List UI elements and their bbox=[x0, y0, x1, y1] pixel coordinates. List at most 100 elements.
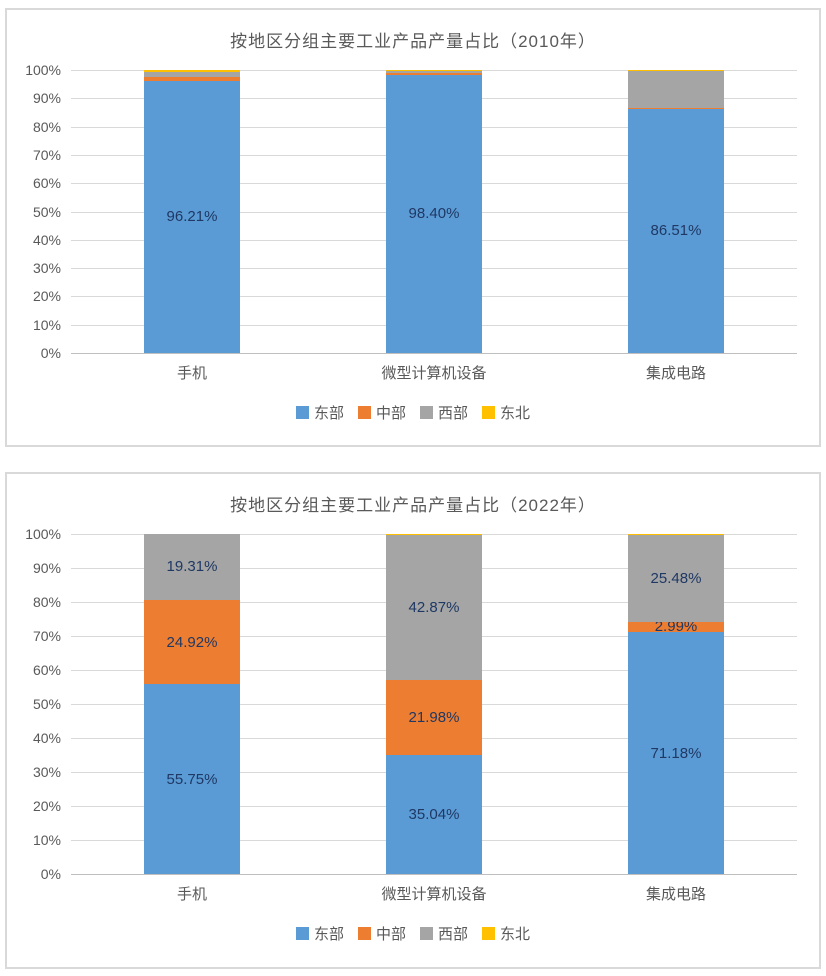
legend-label: 东部 bbox=[313, 405, 344, 422]
gridline bbox=[71, 874, 797, 875]
bar-segment-东部: 98.40% bbox=[385, 74, 483, 353]
data-label: 55.75% bbox=[166, 770, 218, 788]
category-label: 集成电路 bbox=[645, 886, 706, 903]
stacked-bar-2: 35.04% 21.98% 42.87% bbox=[385, 534, 483, 874]
data-label: 35.04% bbox=[408, 805, 460, 823]
y-tick-label: 70% bbox=[32, 628, 61, 644]
legend-swatch-icon bbox=[482, 406, 496, 419]
y-tick-label: 60% bbox=[32, 662, 61, 678]
chart-legend: 东部 中部 西部 东北 bbox=[7, 923, 819, 944]
bar-segment-东部: 96.21% bbox=[143, 80, 241, 353]
chart-panel-2022: 按地区分组主要工业产品产量占比（2022年） 0% 10% 20% 30% 40% 50%… bbox=[5, 472, 821, 969]
stacked-bar-3: 86.51% bbox=[627, 70, 725, 353]
legend-item-中部: 中部 bbox=[357, 402, 406, 423]
data-label: 96.21% bbox=[166, 208, 218, 226]
y-tick-label: 40% bbox=[32, 730, 61, 746]
x-axis-labels: 手机 微型计算机设备 集成电路 bbox=[71, 362, 797, 383]
chart-legend: 东部 中部 西部 东北 bbox=[7, 402, 819, 423]
legend-item-西部: 西部 bbox=[420, 923, 468, 944]
data-label: 42.87% bbox=[408, 598, 460, 616]
data-label: 86.51% bbox=[650, 222, 702, 240]
x-axis-labels: 手机 微型计算机设备 集成电路 bbox=[71, 883, 797, 904]
plot-area: 96.21% 98.40% 86.51% bbox=[71, 70, 797, 354]
data-label: 25.48% bbox=[650, 570, 702, 588]
bar-segment-西部: 42.87% bbox=[385, 534, 483, 681]
y-axis: 0% 10% 20% 30% 40% 50% 60% 70% 80% 90% 100% bbox=[23, 62, 71, 361]
legend-item-东北: 东北 bbox=[482, 923, 530, 944]
stacked-bar-3: 71.18% 2.99% 25.48% bbox=[627, 534, 725, 874]
legend-label: 东北 bbox=[500, 405, 531, 422]
stacked-bar-2: 98.40% bbox=[385, 70, 483, 353]
bar-segment-西部: 25.48% bbox=[627, 535, 725, 622]
y-tick-label: 40% bbox=[32, 231, 61, 248]
bar-segment-西部 bbox=[385, 71, 483, 74]
y-tick-label: 20% bbox=[32, 288, 61, 305]
category-label: 微型计算机设备 bbox=[381, 365, 487, 382]
legend-label: 东部 bbox=[313, 926, 344, 943]
bar-slot: 86.51% bbox=[555, 70, 797, 353]
bar-segment-中部 bbox=[143, 76, 241, 81]
stacked-bar-1: 55.75% 24.92% 19.31% bbox=[143, 534, 241, 874]
chart-area: 0% 10% 20% 30% 40% 50% 60% 70% 80% 90% 100% 55.75%… bbox=[23, 526, 797, 882]
y-tick-label: 100% bbox=[25, 526, 61, 542]
legend-label: 西部 bbox=[438, 405, 469, 422]
bar-segment-中部: 21.98% bbox=[385, 680, 483, 755]
bar-segment-中部: 24.92% bbox=[143, 599, 241, 685]
plot-area: 55.75% 24.92% 19.31% 35.04% 21.98% 42.87% 71.1… bbox=[71, 534, 797, 875]
category-label: 手机 bbox=[176, 365, 207, 382]
bar-slots: 96.21% 98.40% 86.51% bbox=[71, 70, 797, 353]
bar-segment-东北 bbox=[385, 70, 483, 72]
legend-item-西部: 西部 bbox=[420, 402, 468, 423]
legend-label: 西部 bbox=[438, 926, 469, 943]
legend-swatch-icon bbox=[482, 927, 496, 940]
bar-slot: 98.40% bbox=[313, 70, 555, 353]
bar-segment-西部 bbox=[627, 71, 725, 108]
y-tick-label: 10% bbox=[32, 316, 61, 333]
bar-slot: 71.18% 2.99% 25.48% bbox=[555, 534, 797, 874]
legend-item-中部: 中部 bbox=[357, 923, 406, 944]
data-label: 24.92% bbox=[166, 633, 218, 651]
legend-label: 中部 bbox=[375, 926, 406, 943]
bar-segment-中部: 2.99% bbox=[627, 618, 725, 636]
category-label: 微型计算机设备 bbox=[381, 886, 487, 903]
stacked-bar-1: 96.21% bbox=[143, 70, 241, 353]
y-tick-label: 50% bbox=[32, 203, 61, 220]
y-tick-label: 10% bbox=[32, 832, 61, 848]
legend-item-东部: 东部 bbox=[295, 923, 344, 944]
legend-item-东北: 东北 bbox=[482, 402, 530, 423]
legend-item-东部: 东部 bbox=[295, 402, 344, 423]
y-tick-label: 0% bbox=[40, 345, 61, 361]
bar-segment-东北 bbox=[627, 534, 725, 536]
legend-swatch-icon bbox=[357, 927, 371, 940]
y-tick-label: 90% bbox=[32, 560, 61, 576]
y-tick-label: 0% bbox=[40, 866, 61, 882]
bar-segment-东部: 55.75% bbox=[143, 684, 241, 874]
data-label: 2.99% bbox=[654, 618, 698, 636]
gridline bbox=[71, 353, 797, 354]
bar-slot: 55.75% 24.92% 19.31% bbox=[71, 534, 313, 874]
bar-segment-东北 bbox=[143, 70, 241, 72]
y-tick-label: 80% bbox=[32, 118, 61, 135]
bar-segment-东北 bbox=[627, 70, 725, 72]
bar-segment-中部 bbox=[385, 73, 483, 75]
y-tick-label: 90% bbox=[32, 90, 61, 107]
data-label: 98.40% bbox=[408, 205, 460, 223]
y-axis: 0% 10% 20% 30% 40% 50% 60% 70% 80% 90% 100% bbox=[23, 526, 71, 882]
y-tick-label: 50% bbox=[32, 696, 61, 712]
chart-panel-2010: 按地区分组主要工业产品产量占比（2010年） 0% 10% 20% 30% 40% 50%… bbox=[5, 8, 821, 447]
y-tick-label: 70% bbox=[32, 146, 61, 163]
bar-segment-西部 bbox=[143, 71, 241, 77]
y-tick-label: 100% bbox=[25, 62, 61, 78]
y-tick-label: 80% bbox=[32, 594, 61, 610]
bar-segment-西部: 19.31% bbox=[143, 534, 241, 600]
legend-swatch-icon bbox=[420, 927, 433, 940]
chart-title-2022: 按地区分组主要工业产品产量占比（2022年） bbox=[230, 496, 596, 515]
bar-slot: 96.21% bbox=[71, 70, 313, 353]
legend-label: 中部 bbox=[375, 405, 406, 422]
y-tick-label: 30% bbox=[32, 764, 61, 780]
category-label: 手机 bbox=[176, 886, 207, 903]
data-label: 19.31% bbox=[166, 558, 218, 576]
data-label: 71.18% bbox=[650, 744, 702, 762]
category-label: 集成电路 bbox=[645, 365, 706, 382]
